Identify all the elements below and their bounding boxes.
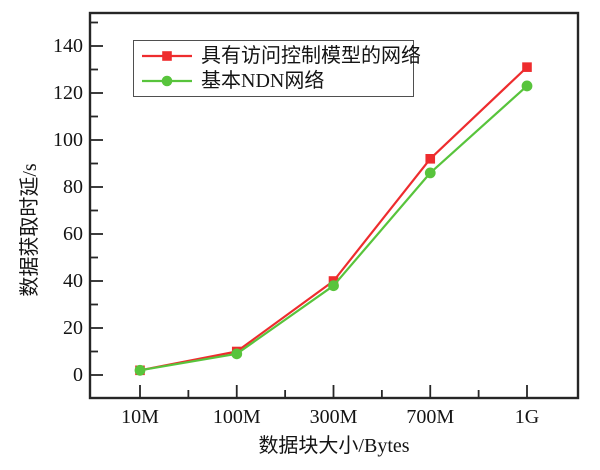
series-line-0 — [139, 66, 528, 372]
y-tick-label: 140 — [53, 35, 83, 57]
legend-label-basic-ndn-network: 基本NDN网络 — [201, 69, 325, 92]
plot-area — [88, 11, 580, 400]
data-point-marker-square — [425, 154, 436, 164]
y-tick-label: 100 — [53, 129, 83, 151]
legend-item-basic-ndn-network: 基本NDN网络 — [140, 69, 407, 93]
data-point-marker-square — [522, 62, 532, 72]
series-line-1 — [139, 85, 528, 372]
data-point-marker-circle — [231, 348, 243, 360]
x-axis-title: 数据块大小/Bytes — [258, 435, 410, 457]
legend-label-access-control-network: 具有访问控制模型的网络 — [201, 45, 421, 68]
data-point-marker-circle — [328, 280, 339, 292]
y-tick-label: 80 — [63, 176, 83, 198]
y-tick-label: 20 — [63, 317, 83, 339]
data-point-marker-circle — [134, 364, 146, 376]
y-tick-label: 60 — [63, 223, 83, 245]
x-tick-label: 100M — [212, 406, 261, 428]
y-tick-label: 40 — [63, 270, 83, 292]
x-tick-label: 1G — [514, 406, 540, 428]
data-point-marker-circle — [424, 167, 436, 179]
legend-marker-green-circle — [142, 75, 192, 87]
x-tick-label: 300M — [309, 406, 358, 428]
legend-item-access-control-network: 具有访问控制模型的网络 — [140, 44, 421, 68]
legend-marker-red-square — [142, 51, 192, 62]
data-point-marker-circle — [521, 80, 533, 92]
x-tick-label: 10M — [121, 406, 159, 428]
legend: 具有访问控制模型的网络 基本NDN网络 — [133, 40, 421, 97]
y-tick-label: 120 — [53, 82, 83, 104]
x-tick-label: 700M — [406, 406, 455, 428]
y-tick-label: 0 — [73, 364, 83, 386]
